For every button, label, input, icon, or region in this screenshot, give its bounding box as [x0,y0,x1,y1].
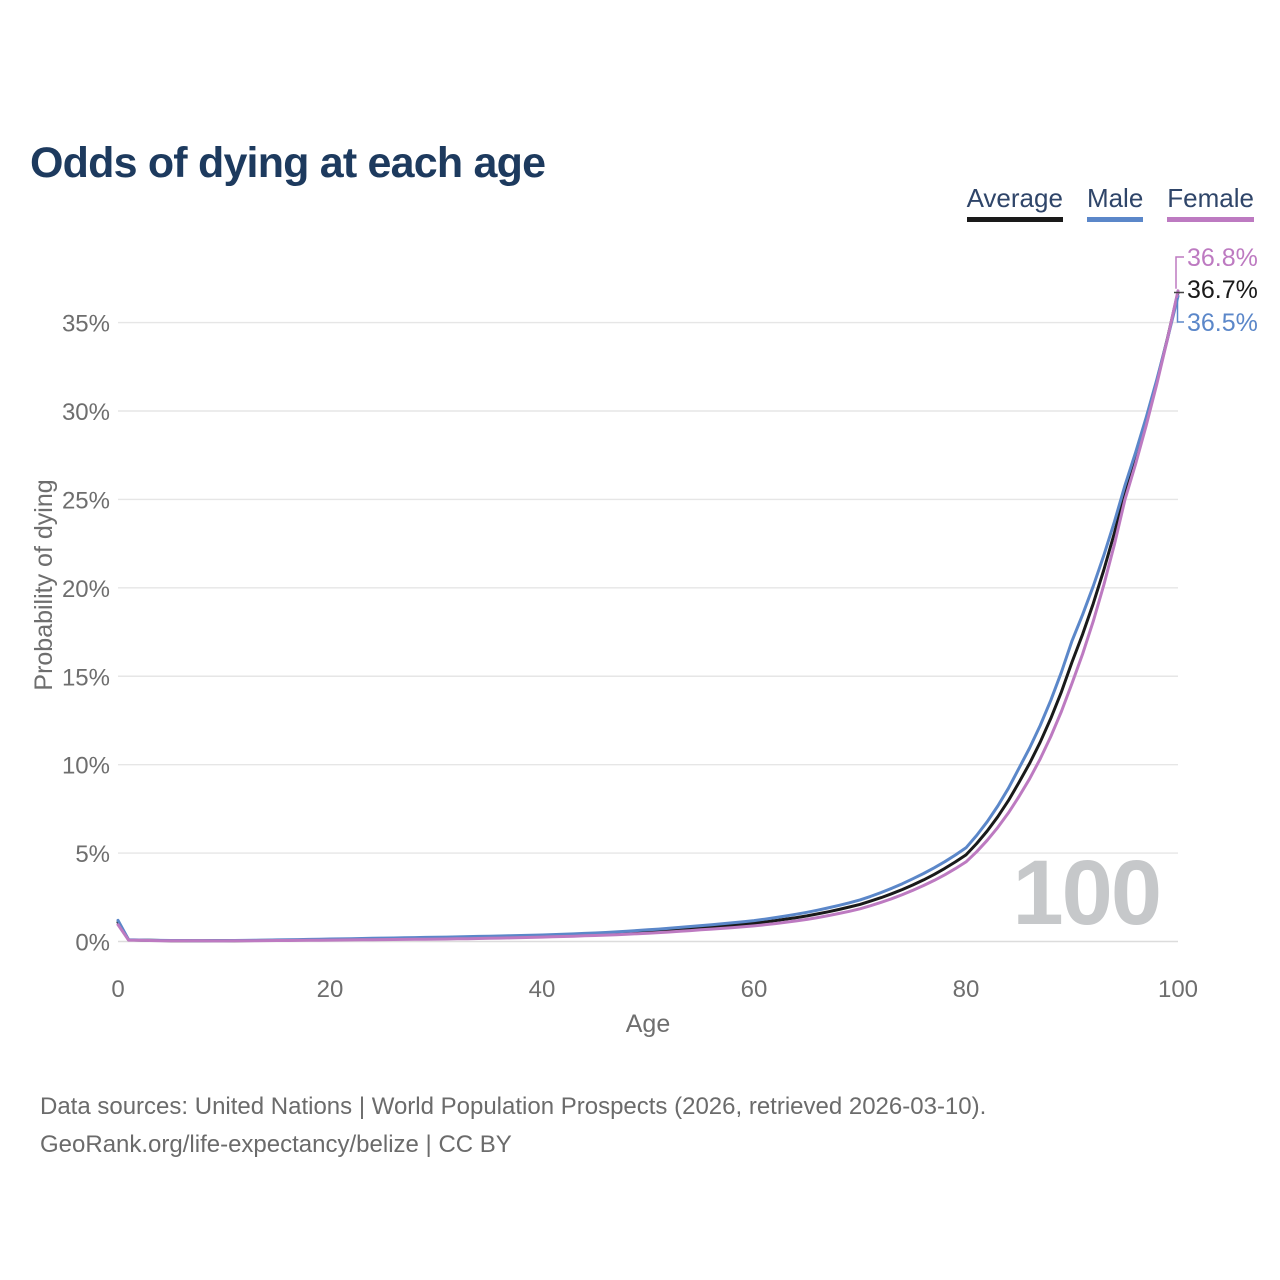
y-tick-label: 25% [62,487,110,514]
legend-item-label: Average [966,183,1063,213]
chart-watermark: 100 [1013,842,1161,944]
page-title: Odds of dying at each age [30,138,546,187]
legend: Average Male Female [966,183,1254,223]
x-axis-title: Age [626,1010,670,1038]
end-value-label-female: 36.8% [1187,244,1258,272]
legend-item-label: Male [1086,183,1144,213]
legend-item-average[interactable]: Average [966,183,1063,223]
x-tick-label: 40 [529,976,556,1003]
end-value-label-male: 36.5% [1187,309,1258,337]
footer-line-1: Data sources: United Nations | World Pop… [40,1093,987,1120]
footer-line-2: GeoRank.org/life-expectancy/belize | CC … [40,1131,512,1158]
x-tick-label: 0 [111,976,124,1003]
y-axis-title: Probability of dying [30,479,58,690]
y-tick-label: 0% [75,930,110,957]
x-tick-label: 100 [1158,976,1198,1003]
footer: Data sources: United Nations | World Pop… [40,1088,986,1164]
y-tick-label: 5% [75,841,110,868]
legend-item-male[interactable]: Male [1086,183,1144,223]
x-tick-label: 20 [317,976,344,1003]
y-tick-label: 30% [62,399,110,426]
y-tick-label: 20% [62,576,110,603]
end-connector-female [1175,256,1184,289]
y-tick-label: 10% [62,753,110,780]
legend-item-female[interactable]: Female [1167,183,1254,223]
series-line-female [116,289,1180,943]
y-tick-label: 15% [62,664,110,691]
y-tick-label: 35% [62,311,110,338]
x-tick-label: 80 [953,976,980,1003]
end-value-label-average: 36.7% [1187,276,1258,304]
end-connector-male [1176,298,1184,323]
x-tick-label: 60 [741,976,768,1003]
legend-item-label: Female [1167,183,1254,213]
